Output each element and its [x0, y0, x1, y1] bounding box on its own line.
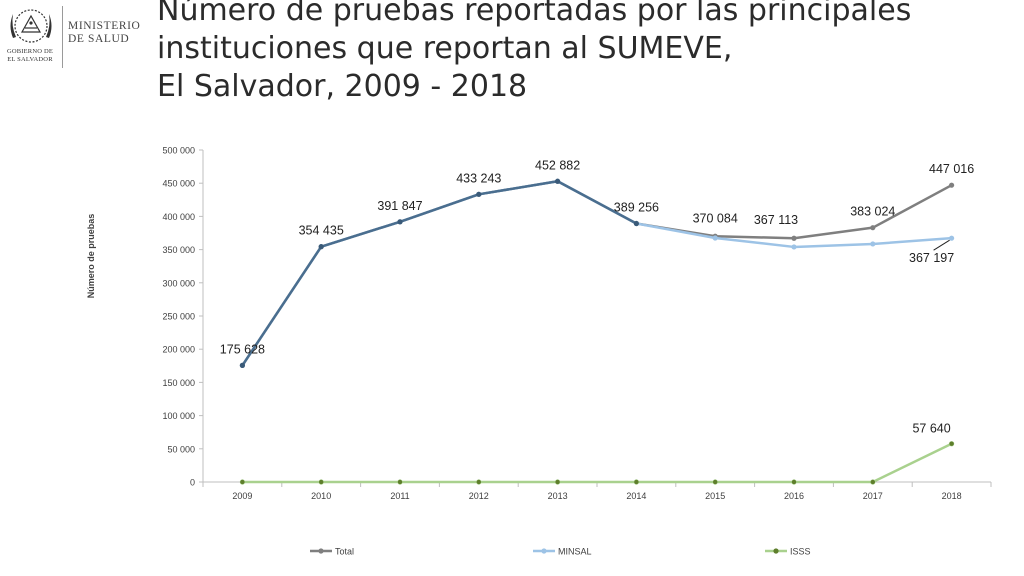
data-point-isss-marker — [634, 479, 639, 485]
data-label: 389 256 — [614, 201, 659, 215]
data-point-isss-marker — [949, 441, 954, 446]
chart-data-labels: 175 628 354 435 391 847 433 243 452 882 389 2… — [220, 158, 974, 435]
data-point-minsal — [870, 241, 876, 247]
ministry-line-2: DE SALUD — [68, 33, 130, 45]
data-label: 383 024 — [850, 205, 895, 219]
series-line-total — [241, 180, 953, 367]
y-tick-label: 500 000 — [162, 146, 195, 156]
data-point-overlap — [397, 219, 403, 225]
data-label: 391 847 — [377, 199, 422, 213]
y-tick-label: 400 000 — [162, 212, 195, 222]
x-tick-label: 2017 — [863, 491, 883, 501]
data-label: 447 016 — [929, 162, 974, 176]
data-point-total — [870, 225, 876, 231]
government-line-1: GOBIERNO DE — [6, 48, 54, 55]
government-line-2: EL SALVADOR — [7, 56, 53, 63]
data-point-isss-marker — [319, 479, 324, 485]
data-point-overlap — [555, 178, 561, 184]
title-line-3: El Salvador, 2009 - 2018 — [157, 69, 528, 104]
chart-series — [239, 178, 955, 485]
legend-marker — [773, 548, 779, 554]
data-point-isss-marker — [791, 479, 797, 485]
title-line-2: instituciones que reportan al SUMEVE, — [157, 31, 733, 66]
legend-label: Total — [335, 547, 354, 557]
y-tick-label: 200 000 — [162, 345, 195, 355]
legend-marker — [541, 548, 547, 554]
x-tick-label: 2012 — [469, 491, 489, 501]
data-point-total — [791, 235, 797, 241]
data-point-isss-marker — [397, 479, 403, 485]
title-line-1: Número de pruebas reportadas por las pri… — [157, 0, 912, 28]
data-point-isss-marker — [240, 479, 245, 485]
data-label: 175 628 — [220, 342, 265, 356]
data-point-overlap — [318, 244, 324, 250]
x-tick-label: 2010 — [311, 491, 331, 501]
data-point-isss-marker — [713, 479, 718, 485]
y-tick-label: 150 000 — [162, 378, 195, 388]
x-tick-label: 2015 — [705, 491, 725, 501]
data-point-isss-marker — [555, 479, 560, 485]
y-tick-label: 100 000 — [162, 411, 195, 421]
y-tick-label: 300 000 — [162, 278, 195, 288]
x-tick-label: 2013 — [548, 491, 568, 501]
data-point-isss-marker — [870, 479, 875, 485]
legend-label: ISSS — [790, 547, 811, 557]
chart-legend: Total MINSAL ISSS — [310, 547, 811, 557]
data-label: 367 113 — [754, 213, 798, 227]
y-axis-title: Número de pruebas — [86, 214, 96, 299]
page-title: Número de pruebas reportadas por las pri… — [157, 0, 911, 106]
data-label: 452 882 — [535, 158, 580, 172]
y-tick-label: 350 000 — [162, 245, 195, 255]
series-line-overlap — [241, 180, 637, 367]
x-tick-label: 2018 — [942, 491, 962, 501]
legend-marker — [318, 548, 324, 554]
data-point-isss-marker — [476, 479, 481, 485]
data-point-overlap — [476, 191, 482, 197]
y-tick-label: 50 000 — [167, 444, 195, 454]
chart-axes: 0 50 000 100 000 150 000 200 000 250 000 300 0… — [86, 146, 992, 501]
ministry-line-1: MINISTERIO — [68, 20, 141, 32]
data-point-total — [949, 182, 955, 188]
ministry-name: MINISTERIO DE SALUD — [68, 20, 140, 46]
data-point-minsal — [791, 244, 797, 250]
data-point-overlap — [633, 220, 640, 227]
y-tick-label: 250 000 — [162, 312, 195, 322]
x-tick-label: 2011 — [390, 491, 409, 501]
legend-label: MINSAL — [558, 547, 592, 557]
government-label: GOBIERNO DE EL SALVADOR — [0, 48, 60, 64]
data-label-leader-line — [933, 239, 950, 251]
x-tick-label: 2009 — [232, 491, 252, 501]
data-label: 370 084 — [693, 211, 738, 225]
el-salvador-coat-of-arms-icon — [10, 9, 52, 43]
data-point-minsal — [949, 235, 955, 241]
logo-divider — [62, 6, 63, 68]
series-line-isss — [242, 442, 953, 484]
data-label: 367 197 — [909, 251, 954, 265]
data-label: 354 435 — [299, 224, 344, 238]
data-point-overlap — [239, 362, 245, 368]
x-tick-label: 2016 — [784, 491, 804, 501]
y-tick-label: 0 — [190, 478, 195, 488]
y-tick-label: 450 000 — [162, 179, 195, 189]
data-label: 433 243 — [456, 171, 501, 185]
data-point-minsal — [712, 235, 718, 241]
ministry-logo: GOBIERNO DE EL SALVADOR MINISTERIO DE SA… — [0, 0, 150, 72]
x-tick-label: 2014 — [626, 491, 646, 501]
series-line-minsal — [241, 180, 952, 367]
data-label: 57 640 — [912, 422, 950, 436]
